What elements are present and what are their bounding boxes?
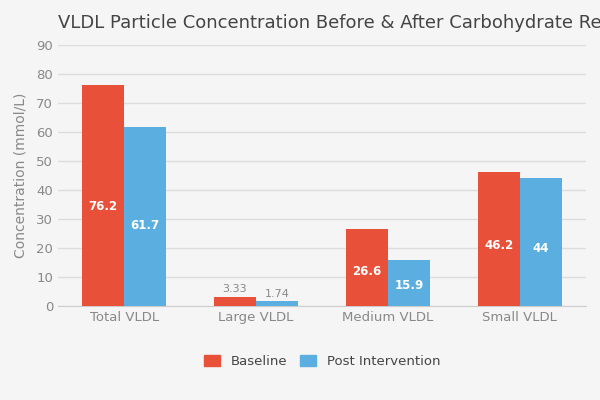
Bar <box>478 172 520 306</box>
Text: VLDL Particle Concentration Before & After Carbohydrate Restriction: VLDL Particle Concentration Before & Aft… <box>58 14 600 32</box>
Legend: Baseline, Post Intervention: Baseline, Post Intervention <box>199 349 445 373</box>
Text: 44: 44 <box>533 242 549 255</box>
Text: 1.74: 1.74 <box>265 289 290 299</box>
Text: 15.9: 15.9 <box>394 279 424 292</box>
Text: 26.6: 26.6 <box>352 265 382 278</box>
Bar <box>124 127 166 306</box>
Bar <box>346 229 388 306</box>
Text: 46.2: 46.2 <box>484 240 514 252</box>
Bar <box>82 85 124 306</box>
Text: 61.7: 61.7 <box>131 219 160 232</box>
Bar <box>520 178 562 306</box>
Bar <box>388 260 430 306</box>
Text: 3.33: 3.33 <box>223 284 247 294</box>
Bar <box>256 302 298 306</box>
Bar <box>214 297 256 306</box>
Text: 76.2: 76.2 <box>89 200 118 213</box>
Y-axis label: Concentration (mmol/L): Concentration (mmol/L) <box>14 93 28 258</box>
